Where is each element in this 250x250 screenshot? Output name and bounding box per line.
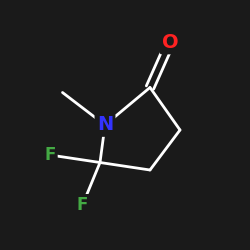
Text: N: N [97, 116, 113, 134]
Text: O: O [162, 33, 178, 52]
Text: F: F [44, 146, 56, 164]
Text: F: F [77, 196, 88, 214]
